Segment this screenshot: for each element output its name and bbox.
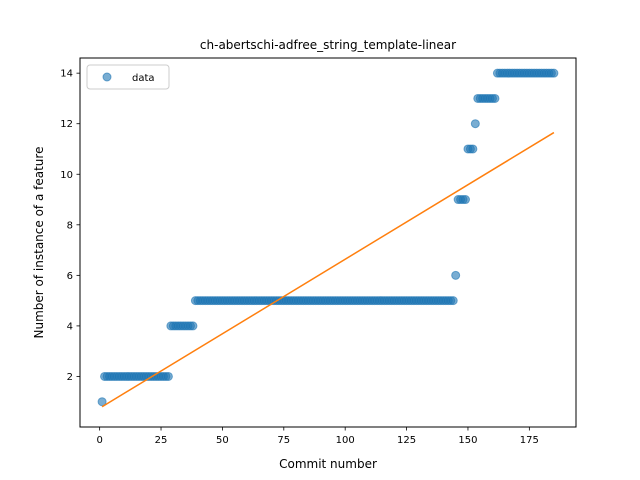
x-tick-label: 175 (520, 435, 539, 446)
x-tick-label: 125 (397, 435, 416, 446)
x-axis: 0 25 50 75 100 125 150 175 (96, 427, 539, 446)
y-axis-label: Number of instance of a feature (32, 147, 46, 339)
fit-line (101, 131, 555, 408)
data-points (97, 68, 559, 407)
x-tick-label: 50 (216, 435, 229, 446)
x-tick-label: 100 (336, 435, 355, 446)
data-point (549, 68, 559, 78)
y-tick-label: 2 (67, 372, 73, 383)
data-point (451, 270, 461, 280)
data-point (163, 371, 173, 381)
data-point (461, 195, 470, 205)
data-point (470, 119, 480, 129)
plot-frame (79, 57, 577, 428)
x-tick-label: 25 (155, 435, 168, 446)
x-tick-label: 0 (96, 435, 102, 446)
x-tick-label: 150 (458, 435, 477, 446)
y-axis: 2 4 6 8 10 12 14 (60, 69, 80, 383)
data-point (448, 296, 458, 306)
x-tick-label: 75 (277, 435, 290, 446)
y-tick-label: 6 (67, 271, 73, 282)
data-point (188, 321, 198, 331)
data-point (468, 144, 478, 154)
y-tick-label: 10 (60, 170, 73, 181)
data-point (490, 93, 500, 103)
plot-background (80, 58, 576, 427)
legend-box (86, 64, 170, 90)
legend: data (86, 64, 170, 90)
data-point (97, 397, 107, 407)
y-tick-label: 4 (67, 321, 73, 332)
chart-title: ch-abertschi-adfree_string_template-line… (200, 38, 456, 52)
y-tick-label: 14 (60, 69, 73, 80)
legend-marker (102, 72, 112, 82)
legend-label: data (132, 73, 155, 84)
y-tick-label: 12 (60, 119, 73, 130)
y-tick-label: 8 (67, 220, 73, 231)
fit-line-layer (101, 131, 555, 408)
x-axis-label: Commit number (279, 457, 377, 471)
